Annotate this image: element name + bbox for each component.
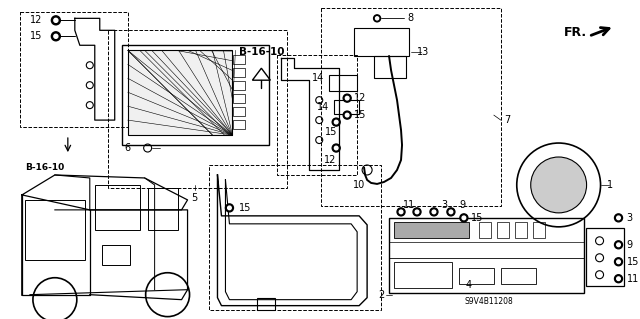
Bar <box>277 55 357 175</box>
Bar <box>234 107 245 116</box>
Circle shape <box>225 204 234 212</box>
Circle shape <box>228 206 231 210</box>
Bar <box>234 68 245 77</box>
Bar <box>459 268 494 284</box>
Bar <box>234 81 245 90</box>
Circle shape <box>346 96 349 100</box>
Text: 3: 3 <box>441 200 447 210</box>
Text: S9V4B11208: S9V4B11208 <box>465 297 513 306</box>
Bar <box>128 50 232 135</box>
Bar <box>148 188 177 230</box>
Text: 15: 15 <box>471 213 483 223</box>
Text: 7: 7 <box>504 115 510 125</box>
Circle shape <box>462 216 466 220</box>
Circle shape <box>397 208 405 216</box>
Text: 5: 5 <box>191 193 198 203</box>
Bar <box>334 100 359 114</box>
Text: FR.: FR. <box>564 26 587 39</box>
Circle shape <box>51 32 60 41</box>
Bar <box>354 28 409 56</box>
Text: 15: 15 <box>239 203 252 213</box>
Text: 2: 2 <box>378 290 384 300</box>
Circle shape <box>614 241 623 249</box>
Bar <box>102 245 130 265</box>
Circle shape <box>374 15 381 22</box>
Bar <box>500 268 536 284</box>
Circle shape <box>617 243 620 247</box>
Text: 10: 10 <box>353 180 365 190</box>
Text: 15: 15 <box>354 110 367 120</box>
Bar <box>389 218 584 293</box>
Circle shape <box>346 113 349 117</box>
Circle shape <box>415 210 419 214</box>
Circle shape <box>447 208 455 216</box>
Text: 4: 4 <box>466 280 472 290</box>
Text: 1: 1 <box>607 180 612 190</box>
Circle shape <box>617 216 620 220</box>
Circle shape <box>614 258 623 266</box>
Bar <box>122 45 269 145</box>
Circle shape <box>430 208 438 216</box>
Bar <box>234 55 245 64</box>
Text: 12: 12 <box>354 93 367 103</box>
Text: 15: 15 <box>29 31 42 41</box>
Text: 14: 14 <box>317 102 329 112</box>
Text: 8: 8 <box>407 13 413 23</box>
Circle shape <box>617 277 620 280</box>
Circle shape <box>54 34 58 38</box>
Text: 6: 6 <box>125 143 131 153</box>
Circle shape <box>614 275 623 283</box>
Bar <box>234 94 245 103</box>
Circle shape <box>332 118 340 126</box>
Text: B-16-10: B-16-10 <box>239 47 284 57</box>
Text: B-16-10: B-16-10 <box>25 163 65 173</box>
Circle shape <box>54 18 58 22</box>
Circle shape <box>432 210 436 214</box>
Circle shape <box>51 16 60 25</box>
Text: 12: 12 <box>29 15 42 25</box>
Bar <box>321 8 500 206</box>
Bar <box>586 228 623 286</box>
Circle shape <box>617 260 620 263</box>
Bar <box>497 222 509 238</box>
Bar <box>329 75 357 91</box>
Circle shape <box>531 157 587 213</box>
Bar <box>479 222 491 238</box>
Bar <box>209 165 381 310</box>
Text: 13: 13 <box>417 47 429 57</box>
Text: 15: 15 <box>325 127 337 137</box>
Text: 11: 11 <box>627 274 639 284</box>
Text: 9: 9 <box>627 240 632 250</box>
Bar <box>20 12 128 127</box>
Bar <box>532 222 545 238</box>
Bar <box>108 30 287 188</box>
Circle shape <box>332 144 340 152</box>
Circle shape <box>460 214 468 222</box>
Circle shape <box>413 208 421 216</box>
Circle shape <box>376 17 379 20</box>
Bar <box>95 185 140 230</box>
Bar <box>234 120 245 129</box>
Text: 15: 15 <box>627 257 639 267</box>
Text: 12: 12 <box>324 155 337 165</box>
Text: 14: 14 <box>312 73 324 83</box>
Circle shape <box>614 214 623 222</box>
Text: 11: 11 <box>403 200 415 210</box>
Circle shape <box>343 94 351 102</box>
Bar <box>394 262 452 288</box>
Bar <box>394 222 469 238</box>
Text: 9: 9 <box>459 200 465 210</box>
Bar <box>515 222 527 238</box>
Circle shape <box>334 146 338 150</box>
Bar <box>374 56 406 78</box>
Circle shape <box>343 111 351 119</box>
Text: 3: 3 <box>627 213 632 223</box>
Circle shape <box>334 120 338 124</box>
Circle shape <box>449 210 452 214</box>
Circle shape <box>399 210 403 214</box>
Bar <box>257 298 275 310</box>
Bar <box>25 200 84 260</box>
